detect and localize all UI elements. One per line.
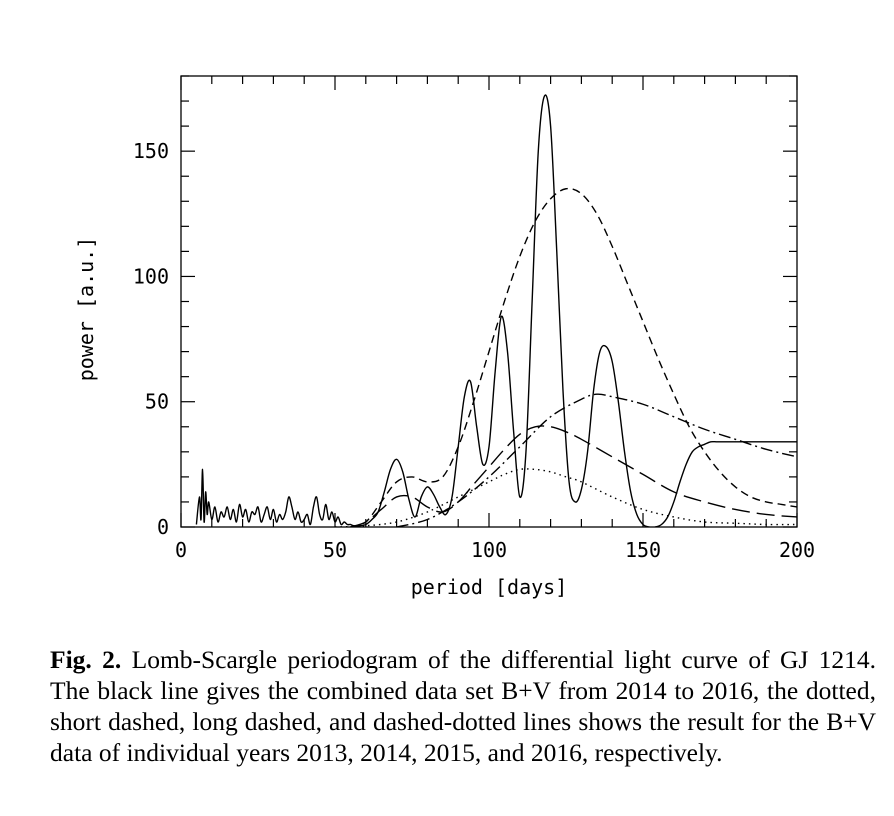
y-tick-label: 100 xyxy=(133,264,169,288)
plot-area: 0 50 100 150 200 0 50 100 150 xyxy=(133,75,815,562)
y-axis-title: power [a.u.] xyxy=(74,237,98,382)
series-line-dotted xyxy=(334,468,797,527)
y-tick-label: 150 xyxy=(133,139,169,163)
x-tick-label: 100 xyxy=(471,538,507,562)
series-line-solid xyxy=(195,94,797,527)
y-tick-label: 0 xyxy=(157,515,169,539)
x-axis-title: period [days] xyxy=(411,575,568,599)
plot-frame xyxy=(180,75,798,528)
x-tick-label: 0 xyxy=(175,538,187,562)
series-line-dash-dot xyxy=(396,393,797,527)
caption-label: Fig. 2. xyxy=(50,645,122,674)
x-tick-label: 50 xyxy=(323,538,347,562)
series-line-short-dashed xyxy=(350,187,797,527)
caption-text: Lomb-Scargle periodogram of the differen… xyxy=(50,645,877,767)
figure-caption: Fig. 2. Lomb-Scargle periodogram of the … xyxy=(50,644,876,768)
x-tick-label: 200 xyxy=(779,538,815,562)
series-line-long-dashed xyxy=(350,425,797,527)
periodogram-chart: 0 50 100 150 200 0 50 100 150 period [days] powe… xyxy=(74,75,815,599)
y-tick-label: 50 xyxy=(145,390,169,414)
x-tick-label: 150 xyxy=(625,538,661,562)
